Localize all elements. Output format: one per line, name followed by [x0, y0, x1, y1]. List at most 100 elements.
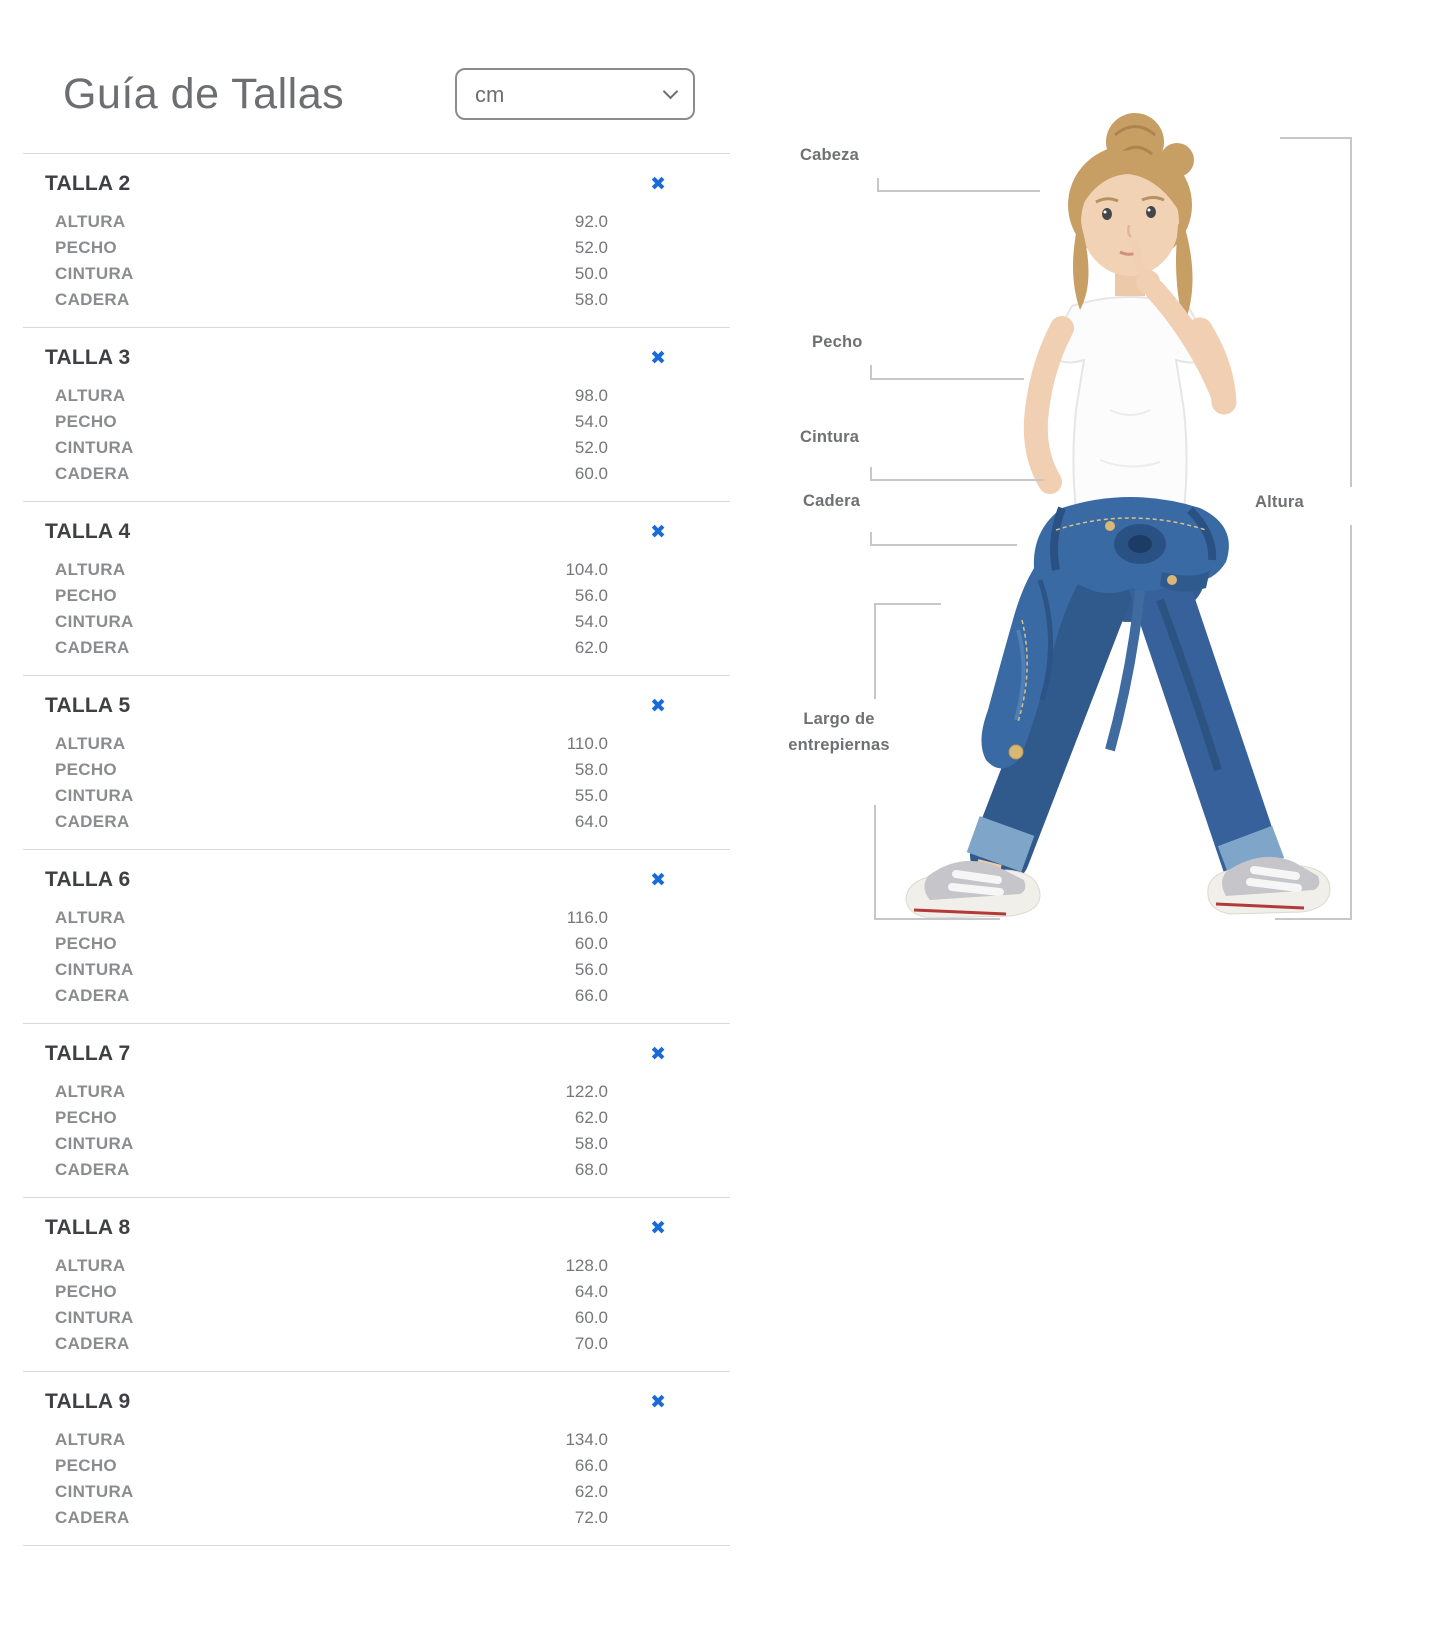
- measurement-row: CADERA 72.0: [23, 1505, 730, 1531]
- measurement-label: PECHO: [55, 412, 117, 431]
- measurement-row: CINTURA 56.0: [23, 957, 730, 983]
- measurement-row: ALTURA 98.0: [23, 383, 730, 409]
- size-title: TALLA 9: [45, 1390, 131, 1413]
- measurement-label: ALTURA: [55, 908, 126, 927]
- measurement-row: PECHO 54.0: [23, 409, 730, 435]
- size-section-header: TALLA 3 ✖: [23, 343, 730, 373]
- figure-label-altura: Altura: [1255, 493, 1304, 511]
- measurement-value: 62.0: [574, 1482, 608, 1501]
- close-size-button[interactable]: ✖: [650, 347, 666, 369]
- size-title: TALLA 5: [45, 694, 131, 717]
- measurement-label: PECHO: [55, 1282, 117, 1301]
- size-section-header: TALLA 5 ✖: [23, 691, 730, 721]
- measurement-value: 52.0: [574, 238, 608, 257]
- girl-photo: [905, 113, 1331, 919]
- measurement-value: 128.0: [565, 1256, 608, 1275]
- size-section: TALLA 5 ✖ ALTURA 110.0 PECHO 58.0 CINTURA 55.0 C…: [23, 676, 730, 850]
- measurement-label: CADERA: [55, 638, 130, 657]
- measurement-value: 122.0: [565, 1082, 608, 1101]
- measurement-row: CADERA 64.0: [23, 809, 730, 835]
- close-size-button[interactable]: ✖: [650, 1391, 666, 1413]
- measurement-row: CINTURA 60.0: [23, 1305, 730, 1331]
- size-title: TALLA 8: [45, 1216, 131, 1239]
- cadera-bracket-line: [870, 532, 1017, 546]
- measurement-value: 60.0: [574, 1308, 608, 1327]
- measurement-value: 56.0: [574, 960, 608, 979]
- measurement-row: PECHO 60.0: [23, 931, 730, 957]
- measurement-label: ALTURA: [55, 386, 126, 405]
- measurement-row: CINTURA 54.0: [23, 609, 730, 635]
- measurement-row: PECHO 62.0: [23, 1105, 730, 1131]
- close-size-button[interactable]: ✖: [650, 521, 666, 543]
- measurement-row: CINTURA 52.0: [23, 435, 730, 461]
- size-section-header: TALLA 2 ✖: [23, 169, 730, 199]
- measurement-value: 104.0: [565, 560, 608, 579]
- size-section-header: TALLA 7 ✖: [23, 1039, 730, 1069]
- size-section: TALLA 6 ✖ ALTURA 116.0 PECHO 60.0 CINTURA 56.0 C…: [23, 850, 730, 1024]
- size-section: TALLA 4 ✖ ALTURA 104.0 PECHO 56.0 CINTURA 54.0 C…: [23, 502, 730, 676]
- close-size-button[interactable]: ✖: [650, 695, 666, 717]
- measurement-label: PECHO: [55, 1456, 117, 1475]
- size-section-header: TALLA 4 ✖: [23, 517, 730, 547]
- measurement-label: CINTURA: [55, 1482, 134, 1501]
- measurement-label: CADERA: [55, 1160, 130, 1179]
- measurement-value: 58.0: [574, 1134, 608, 1153]
- measurement-value: 116.0: [566, 908, 608, 927]
- size-title: TALLA 3: [45, 346, 131, 369]
- figure-label-largo-line2: entrepiernas: [788, 736, 890, 754]
- close-size-button[interactable]: ✖: [650, 173, 666, 195]
- measurement-value: 64.0: [574, 812, 608, 831]
- size-section: TALLA 7 ✖ ALTURA 122.0 PECHO 62.0 CINTURA 58.0 C…: [23, 1024, 730, 1198]
- measurement-row: ALTURA 122.0: [23, 1079, 730, 1105]
- measurement-value: 56.0: [574, 586, 608, 605]
- measurement-label: CADERA: [55, 1334, 130, 1353]
- measurement-value: 60.0: [574, 464, 608, 483]
- figure-label-pecho: Pecho: [812, 333, 863, 351]
- measurement-value: 110.0: [566, 734, 608, 753]
- measurement-value: 58.0: [574, 290, 608, 309]
- measurement-label: ALTURA: [55, 212, 126, 231]
- measurement-value: 54.0: [574, 612, 608, 631]
- measurement-label: CINTURA: [55, 786, 134, 805]
- close-size-button[interactable]: ✖: [650, 1217, 666, 1239]
- measurement-row: CINTURA 62.0: [23, 1479, 730, 1505]
- measurement-label: ALTURA: [55, 1256, 126, 1275]
- page-title: Guía de Tallas: [63, 69, 345, 118]
- measurement-row: CINTURA 55.0: [23, 783, 730, 809]
- measurement-label: CINTURA: [55, 264, 134, 283]
- measurement-row: ALTURA 116.0: [23, 905, 730, 931]
- size-guide-header: Guía de Tallas cm: [23, 0, 730, 154]
- measurement-value: 62.0: [574, 638, 608, 657]
- measurement-row: ALTURA 128.0: [23, 1253, 730, 1279]
- measurement-label: CINTURA: [55, 612, 134, 631]
- largo-bracket-bottom-line: [874, 805, 1000, 920]
- measurement-row: CADERA 66.0: [23, 983, 730, 1009]
- measurement-row: PECHO 66.0: [23, 1453, 730, 1479]
- measurement-value: 50.0: [574, 264, 608, 283]
- size-section-header: TALLA 9 ✖: [23, 1387, 730, 1417]
- measurement-value: 55.0: [574, 786, 608, 805]
- measurement-label: ALTURA: [55, 560, 126, 579]
- unit-select-wrap: cm: [455, 68, 695, 120]
- measurement-label: ALTURA: [55, 734, 126, 753]
- measurement-row: PECHO 58.0: [23, 757, 730, 783]
- figure-panel: Cabeza Pecho Cintura Cadera Largo de ent…: [780, 110, 1380, 936]
- measurement-label: CADERA: [55, 290, 130, 309]
- measurement-label: PECHO: [55, 934, 117, 953]
- unit-select[interactable]: cm: [455, 68, 695, 120]
- altura-bracket-top-line: [1280, 137, 1352, 487]
- measurement-row: PECHO 52.0: [23, 235, 730, 261]
- measurement-label: PECHO: [55, 1108, 117, 1127]
- measurement-label: CADERA: [55, 1508, 130, 1527]
- measurement-label: CADERA: [55, 986, 130, 1005]
- close-size-button[interactable]: ✖: [650, 869, 666, 891]
- measurement-value: 68.0: [574, 1160, 608, 1179]
- measurement-value: 60.0: [574, 934, 608, 953]
- measurement-label: CINTURA: [55, 960, 134, 979]
- size-section: TALLA 9 ✖ ALTURA 134.0 PECHO 66.0 CINTURA 62.0 C…: [23, 1372, 730, 1546]
- close-size-button[interactable]: ✖: [650, 1043, 666, 1065]
- measurement-row: PECHO 56.0: [23, 583, 730, 609]
- measurement-value: 54.0: [574, 412, 608, 431]
- figure-label-largo-line1: Largo de: [803, 710, 875, 728]
- measurement-row: CADERA 60.0: [23, 461, 730, 487]
